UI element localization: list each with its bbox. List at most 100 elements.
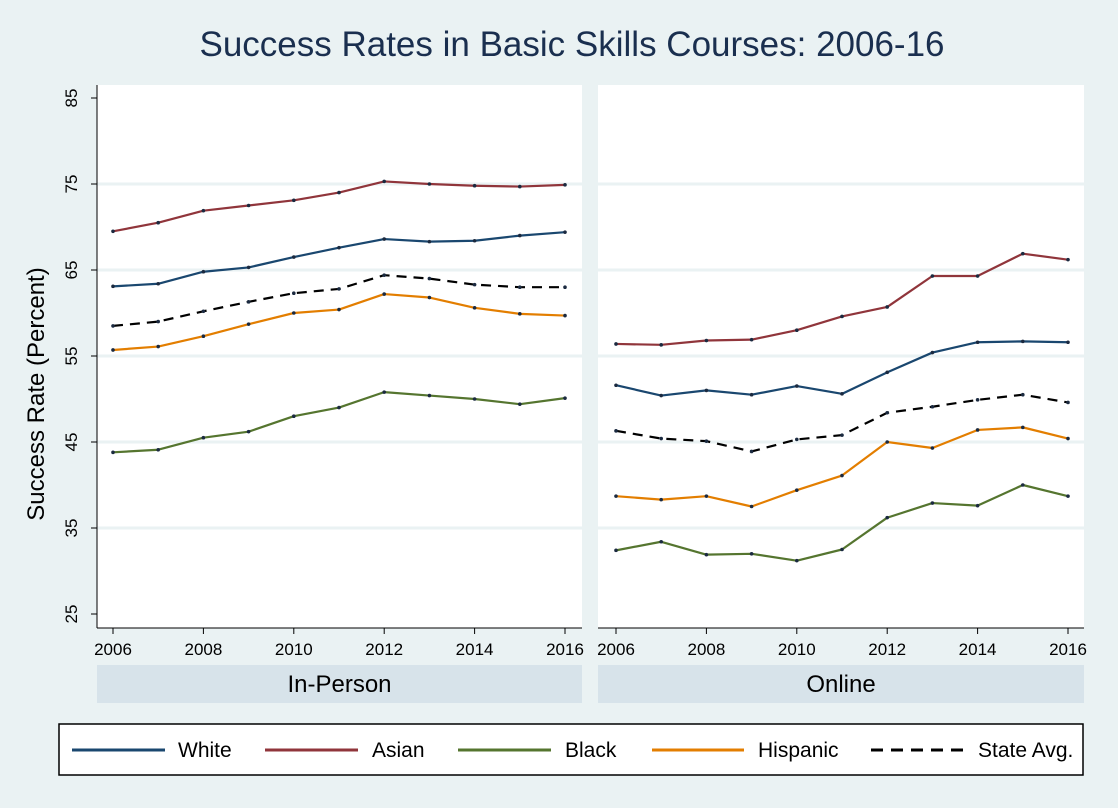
- data-point-state-avg: [885, 410, 889, 415]
- data-point-white: [930, 350, 935, 355]
- data-point-asian: [975, 274, 980, 278]
- legend-item-white: White: [72, 739, 232, 762]
- data-point-white: [201, 269, 206, 274]
- data-point-white: [659, 393, 663, 398]
- data-point-black: [659, 539, 663, 544]
- data-point-white: [1066, 340, 1070, 345]
- data-point-asian: [885, 305, 889, 309]
- data-point-black: [201, 435, 206, 440]
- data-point-state-avg: [201, 309, 206, 314]
- panels: 25 35 45 55 65 75 85 2006 2008 2010 2012 2014 2016 In…: [62, 85, 1087, 703]
- chart-title: Success Rates in Basic Skills Courses: 2…: [199, 25, 944, 64]
- data-point-state-avg: [614, 429, 618, 433]
- legend-label: Asian: [372, 739, 425, 762]
- x-tick-label: 2010: [275, 640, 313, 659]
- x-tick-label: 2016: [1049, 640, 1087, 659]
- data-point-white: [1021, 339, 1025, 344]
- data-point-asian: [111, 229, 115, 234]
- data-point-state-avg: [292, 291, 296, 296]
- data-point-white: [382, 237, 387, 241]
- data-point-state-avg: [704, 439, 709, 443]
- data-point-hispanic: [614, 494, 618, 498]
- data-point-black: [1021, 483, 1025, 487]
- data-point-white: [427, 239, 432, 244]
- data-point-state-avg: [472, 282, 477, 287]
- data-point-hispanic: [840, 473, 844, 478]
- data-point-black: [975, 503, 980, 508]
- x-tick-label: 2014: [959, 640, 997, 659]
- data-point-asian: [382, 179, 387, 184]
- data-point-asian: [246, 203, 251, 208]
- data-point-white: [840, 392, 844, 396]
- data-point-black: [840, 547, 844, 552]
- data-point-white: [111, 284, 115, 289]
- data-point-state-avg: [930, 404, 935, 409]
- x-tick-label: 2008: [687, 640, 725, 659]
- data-point-black: [1066, 494, 1070, 498]
- data-point-hispanic: [518, 312, 522, 316]
- legend-label: Black: [565, 739, 617, 762]
- panel-strip: [598, 665, 1084, 703]
- data-point-black: [472, 397, 477, 401]
- data-point-black: [111, 450, 115, 455]
- panel-label: In-Person: [287, 671, 391, 698]
- y-tick-label: 25: [62, 605, 81, 624]
- data-point-state-avg: [246, 300, 251, 304]
- data-point-hispanic: [201, 334, 206, 339]
- data-point-state-avg: [840, 433, 844, 437]
- y-axis-label: Success Rate (Percent): [23, 267, 50, 520]
- data-point-black: [885, 515, 889, 520]
- data-point-hispanic: [930, 446, 935, 450]
- data-point-asian: [201, 208, 206, 213]
- panel-strip: [97, 665, 582, 703]
- data-point-hispanic: [704, 494, 709, 498]
- data-point-black: [614, 548, 618, 553]
- data-point-asian: [1066, 257, 1070, 262]
- x-tick-label: 2010: [778, 640, 816, 659]
- y-tick-label: 55: [62, 347, 81, 366]
- data-point-hispanic: [246, 322, 251, 326]
- data-point-state-avg: [518, 285, 522, 290]
- x-tick-label: 2014: [456, 640, 494, 659]
- data-point-black: [427, 393, 432, 398]
- data-point-white: [975, 340, 980, 345]
- data-point-black: [382, 390, 387, 394]
- x-tick-label: 2006: [597, 640, 635, 659]
- data-point-hispanic: [156, 344, 160, 349]
- data-point-black: [337, 405, 341, 410]
- legend-item-state-avg: State Avg.: [871, 739, 1073, 762]
- data-point-hispanic: [337, 307, 341, 312]
- legend-item-hispanic: Hispanic: [652, 739, 839, 762]
- data-point-state-avg: [427, 276, 432, 281]
- panel-in-person: 25 35 45 55 65 75 85 2006 2008 2010 2012 2014 2016 In…: [62, 85, 584, 703]
- legend-item-asian: Asian: [265, 739, 425, 762]
- data-point-asian: [337, 190, 341, 195]
- legend-item-black: Black: [458, 739, 617, 762]
- data-point-asian: [156, 220, 160, 225]
- y-tick-label: 85: [62, 89, 81, 108]
- data-point-hispanic: [472, 306, 477, 310]
- data-point-hispanic: [111, 348, 115, 352]
- data-point-white: [518, 233, 522, 238]
- data-point-black: [795, 558, 799, 563]
- data-point-state-avg: [659, 436, 663, 441]
- data-point-state-avg: [1066, 400, 1070, 405]
- y-tick-label: 45: [62, 433, 81, 452]
- data-point-white: [156, 281, 160, 286]
- data-point-white: [614, 383, 618, 388]
- data-point-state-avg: [975, 398, 980, 402]
- y-tick-label: 65: [62, 261, 81, 280]
- data-point-hispanic: [563, 313, 567, 318]
- data-point-asian: [930, 274, 935, 278]
- data-point-white: [472, 238, 477, 243]
- legend-label: White: [178, 739, 232, 762]
- y-tick-label: 75: [62, 175, 81, 194]
- data-point-hispanic: [382, 292, 387, 296]
- data-point-white: [704, 388, 709, 393]
- data-point-asian: [472, 183, 477, 188]
- data-point-asian: [563, 183, 567, 187]
- data-point-hispanic: [427, 295, 432, 300]
- data-point-white: [885, 370, 889, 375]
- data-point-asian: [795, 328, 799, 333]
